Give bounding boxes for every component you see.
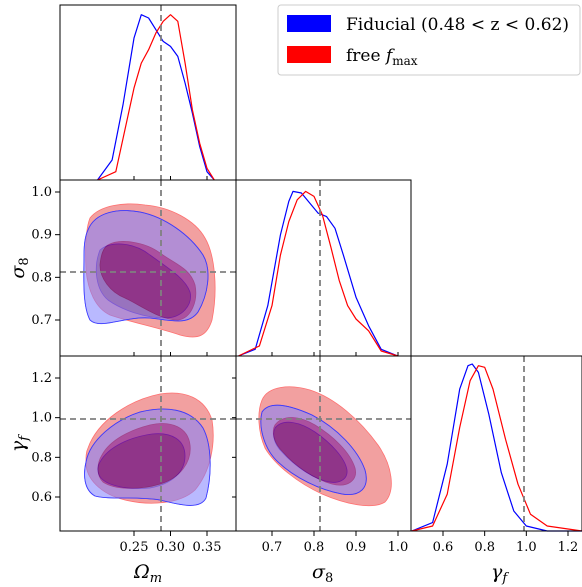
marginal-gf-series-0 <box>411 363 582 532</box>
ylabel-s8: σ8 <box>7 257 32 278</box>
xtick-label-gf: 0.8 <box>474 540 495 555</box>
xlabel-gf: γf <box>491 561 509 586</box>
axis-ticks: 0.25 0.30 0.35 0.7 0.8 0.9 1.0 0.6 0.8 1.0 1.2 0.7 0… <box>31 176 578 555</box>
legend-label-fiducial: Fiducial (0.48 < z < 0.62) <box>346 15 569 35</box>
outline-s8-gf-fid <box>260 404 367 495</box>
legend: Fiducial (0.48 < z < 0.62) free fmax <box>277 4 581 76</box>
contours-fiducial <box>83 210 367 506</box>
marginal-curves <box>97 14 582 532</box>
ytick-label-gf: 1.0 <box>31 411 52 426</box>
marginal-om-series-0 <box>97 14 215 181</box>
ytick-label-gf: 0.6 <box>31 490 52 505</box>
panel-s8-marginal <box>235 179 412 357</box>
xtick-label-gf: 1.0 <box>516 540 537 555</box>
ytick-label-s8: 0.9 <box>31 228 52 243</box>
marginal-om-series-1 <box>97 14 215 181</box>
ytick-label-gf: 0.8 <box>31 450 52 465</box>
truth-lines <box>60 5 525 531</box>
ytick-label-s8: 0.8 <box>31 270 52 285</box>
ytick-label-gf: 1.2 <box>31 371 52 386</box>
xlabel-om: Ωm <box>133 561 162 586</box>
xtick-label-s8: 0.7 <box>262 540 283 555</box>
xtick-label-s8: 0.8 <box>304 540 325 555</box>
xtick-label-om: 0.35 <box>193 540 222 555</box>
legend-swatch-fiducial <box>287 15 331 32</box>
panel-gf-marginal <box>410 355 582 532</box>
ylabel-gf: γf <box>7 434 32 452</box>
contour-outlines <box>83 210 367 506</box>
panel-om-marginal <box>59 4 237 181</box>
xtick-label-s8: 0.9 <box>346 540 367 555</box>
marginal-gf-series-1 <box>411 365 582 532</box>
xtick-label-om: 0.25 <box>120 540 149 555</box>
marginal-s8-series-1 <box>238 190 399 357</box>
ytick-label-s8: 1.0 <box>31 185 52 200</box>
legend-frame <box>277 4 581 76</box>
xtick-label-gf: 0.6 <box>433 540 454 555</box>
outline-om-s8-fid <box>83 210 209 324</box>
outline-om-gf-fid <box>84 408 211 506</box>
legend-label-free-fmax: free fmax <box>346 46 418 68</box>
ytick-label-s8: 0.7 <box>31 313 52 328</box>
xtick-label-gf: 1.2 <box>558 540 579 555</box>
axis-labels: Ωm σ8 γf σ8 γf <box>7 257 509 586</box>
panel-frames <box>59 4 582 532</box>
contour-om-s8-fid-inner <box>95 243 191 319</box>
contour-s8-gf-fid-inner <box>273 421 348 483</box>
xlabel-s8: σ8 <box>312 561 333 586</box>
xtick-label-om: 0.30 <box>156 540 185 555</box>
marginal-s8-series-0 <box>238 190 399 357</box>
contour-om-gf-fid-inner <box>97 433 186 489</box>
xtick-label-s8: 1.0 <box>388 540 409 555</box>
legend-swatch-free-fmax <box>287 46 331 63</box>
